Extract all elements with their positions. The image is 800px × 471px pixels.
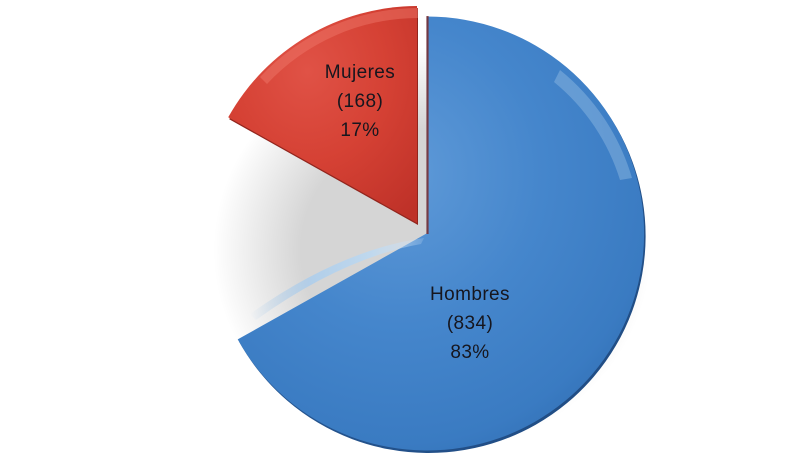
pie-slice-mujeres[interactable] [228,6,418,225]
pie-slice-hombres[interactable] [237,16,646,453]
